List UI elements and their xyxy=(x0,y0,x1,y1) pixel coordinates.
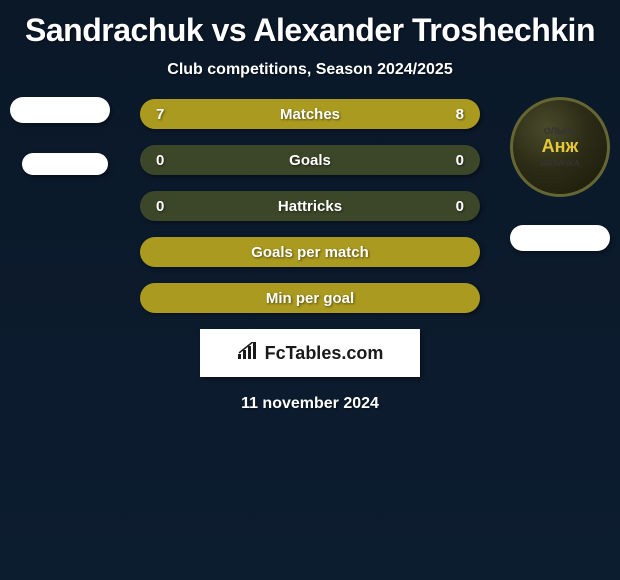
date-label: 11 november 2024 xyxy=(0,377,620,413)
stat-left-value: 7 xyxy=(156,106,164,123)
left-player-block xyxy=(10,97,110,175)
stat-right-value: 0 xyxy=(456,198,464,215)
stat-label: Matches xyxy=(280,106,340,123)
stat-bar-hattricks: 0 Hattricks 0 xyxy=(140,191,480,221)
right-player-block: ОЛЬНЬ Анж МАХАЧКА xyxy=(510,97,610,251)
subtitle: Club competitions, Season 2024/2025 xyxy=(0,53,620,97)
stat-label: Hattricks xyxy=(278,198,342,215)
stat-label: Min per goal xyxy=(266,290,354,307)
stat-bar-matches: 7 Matches 8 xyxy=(140,99,480,129)
stat-bar-goals-per-match: Goals per match xyxy=(140,237,480,267)
right-avatar-circle: ОЛЬНЬ Анж МАХАЧКА xyxy=(510,97,610,197)
stat-bar-min-per-goal: Min per goal xyxy=(140,283,480,313)
comparison-area: ОЛЬНЬ Анж МАХАЧКА 7 Matches 8 0 Goals 0 0 Hattr… xyxy=(0,97,620,413)
stat-bar-goals: 0 Goals 0 xyxy=(140,145,480,175)
brand-label: FcTables.com xyxy=(265,343,384,364)
stat-right-value: 0 xyxy=(456,152,464,169)
stat-right-value: 8 xyxy=(456,106,464,123)
stat-label: Goals per match xyxy=(251,244,369,261)
stat-bars: 7 Matches 8 0 Goals 0 0 Hattricks 0 Goals per mat… xyxy=(140,97,480,313)
left-name-pill xyxy=(22,153,108,175)
chart-icon xyxy=(237,342,259,365)
stat-label: Goals xyxy=(289,152,331,169)
brand-box[interactable]: FcTables.com xyxy=(200,329,420,377)
right-name-pill xyxy=(510,225,610,251)
stat-left-value: 0 xyxy=(156,198,164,215)
stat-left-value: 0 xyxy=(156,152,164,169)
page-title: Sandrachuk vs Alexander Troshechkin xyxy=(0,0,620,53)
right-club-text: ОЛЬНЬ Анж МАХАЧКА xyxy=(540,125,579,169)
left-avatar-pill xyxy=(10,97,110,123)
